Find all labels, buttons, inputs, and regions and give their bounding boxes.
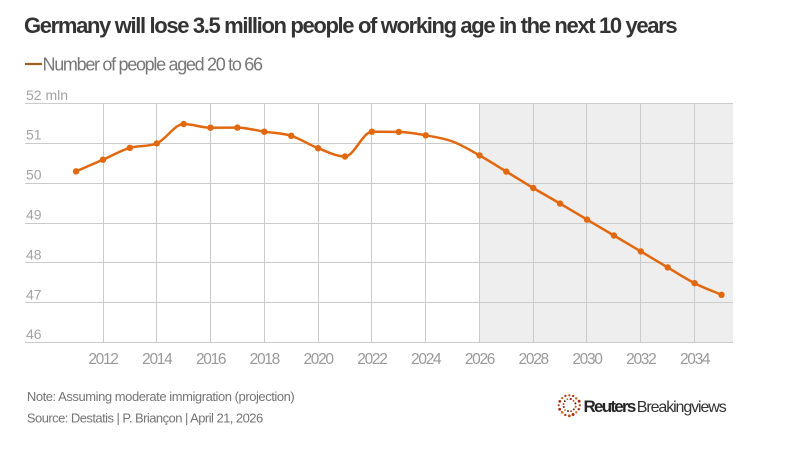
svg-text:2026: 2026 [465, 351, 495, 368]
svg-text:52 mln: 52 mln [26, 87, 68, 103]
svg-text:2016: 2016 [196, 351, 226, 368]
svg-text:Source: Destatis | P. Briançon: Source: Destatis | P. Briançon | April 2… [27, 411, 263, 426]
svg-text:Germany will lose 3.5 million: Germany will lose 3.5 million people of … [24, 13, 677, 38]
svg-text:2024: 2024 [411, 351, 442, 368]
svg-text:2034: 2034 [680, 351, 711, 368]
svg-text:Number of people aged 20 to 66: Number of people aged 20 to 66 [43, 55, 263, 75]
svg-text:Breakingviews: Breakingviews [637, 399, 727, 416]
svg-text:50: 50 [26, 167, 42, 183]
svg-text:48: 48 [26, 246, 42, 262]
svg-text:2022: 2022 [357, 351, 387, 368]
svg-text:2012: 2012 [88, 351, 118, 368]
svg-text:2020: 2020 [303, 351, 334, 368]
svg-text:2032: 2032 [626, 351, 656, 368]
svg-text:2030: 2030 [572, 351, 603, 368]
svg-text:47: 47 [26, 286, 42, 302]
svg-text:49: 49 [26, 207, 42, 223]
svg-text:51: 51 [26, 127, 42, 143]
svg-text:46: 46 [26, 326, 42, 342]
svg-text:2014: 2014 [142, 351, 173, 368]
svg-text:2028: 2028 [519, 351, 549, 368]
svg-text:Reuters: Reuters [584, 397, 636, 416]
svg-text:2018: 2018 [250, 351, 280, 368]
svg-text:Note: Assuming moderate immigr: Note: Assuming moderate immigration (pro… [27, 389, 295, 404]
